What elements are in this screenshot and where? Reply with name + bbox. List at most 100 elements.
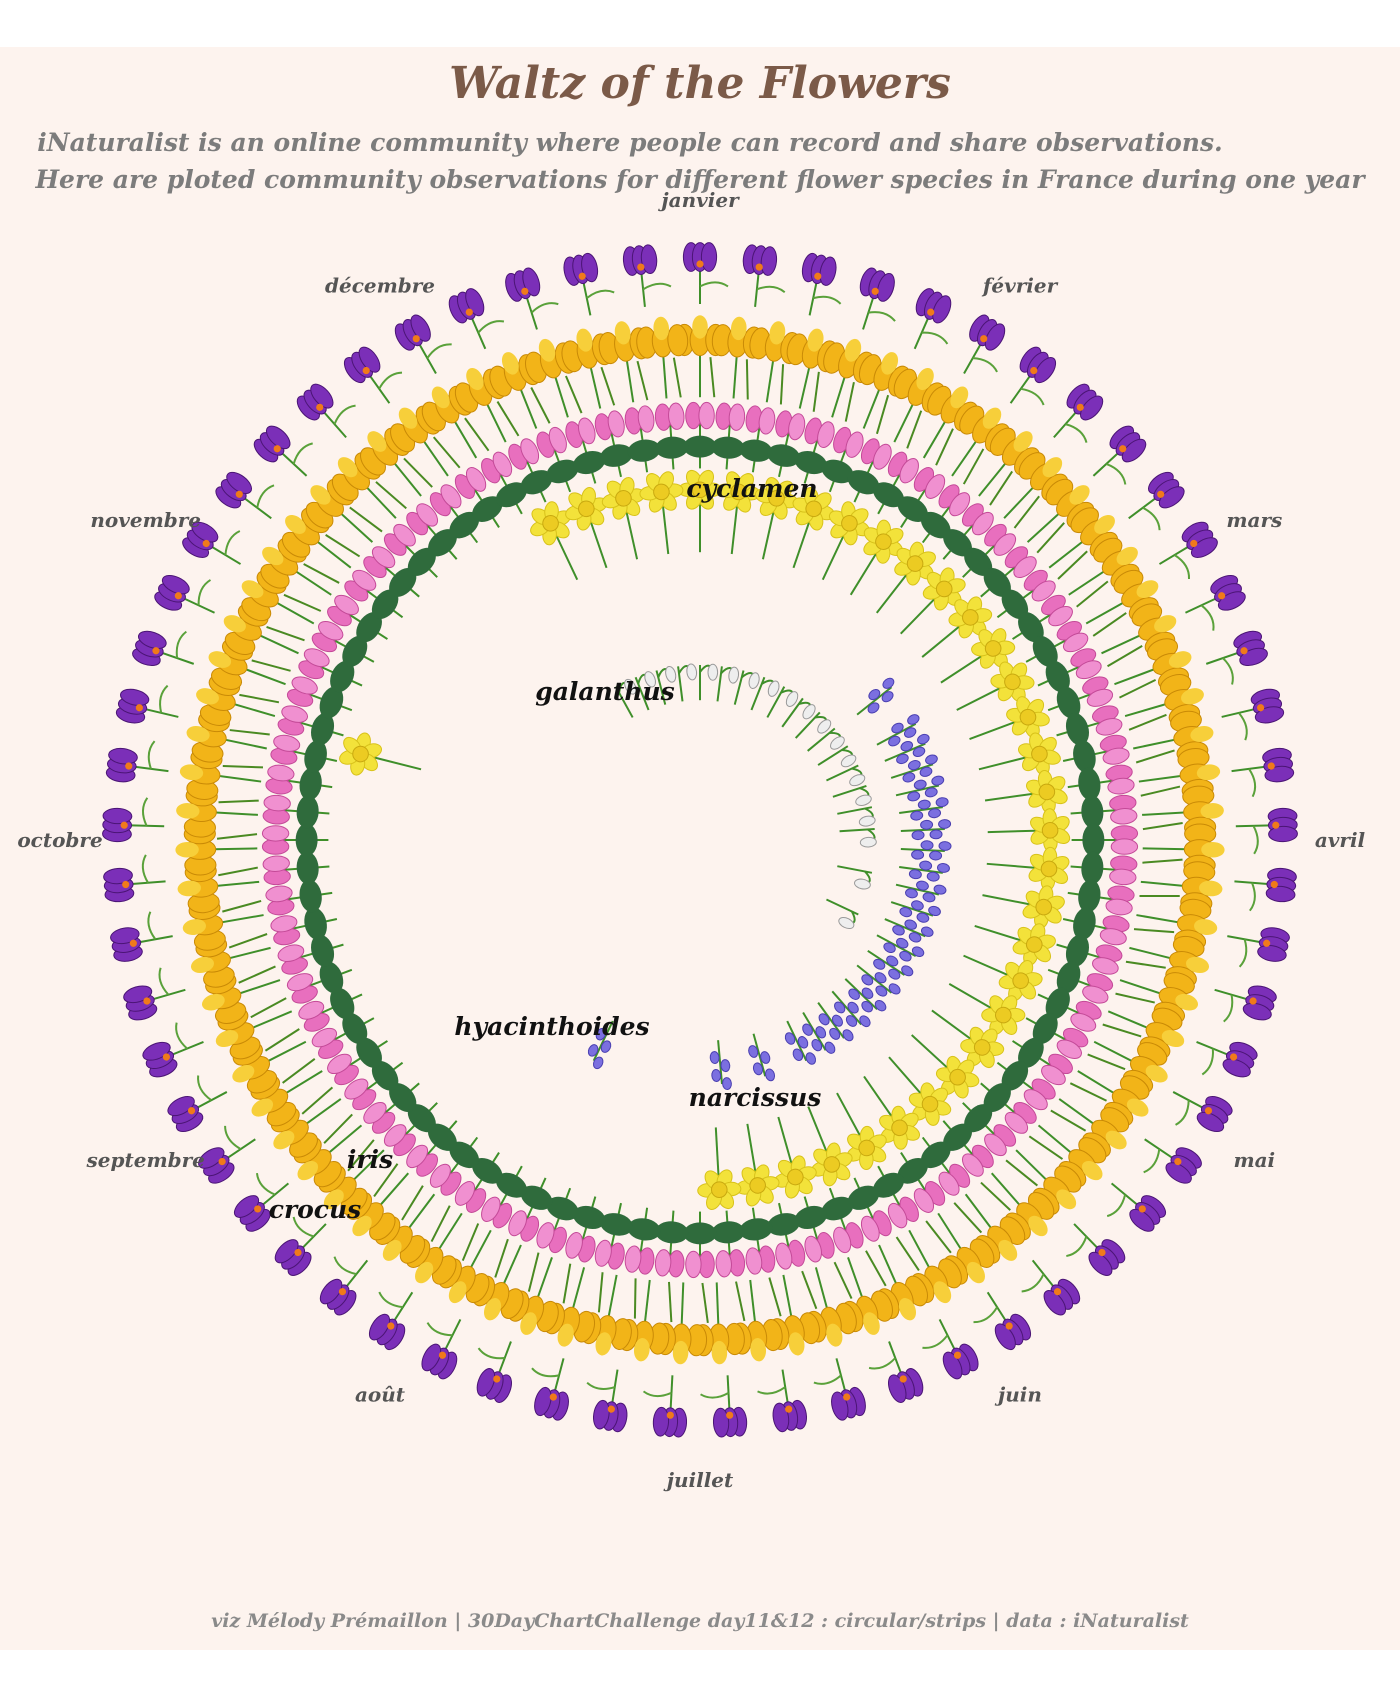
snowdrop-flower-icon xyxy=(766,686,799,718)
cyclamen-flower-icon xyxy=(270,734,338,773)
chart-subtitle-line-2: Here are ploted community observations f… xyxy=(35,165,1365,194)
snowdrop-flower-icon xyxy=(837,806,876,827)
month-label: avril xyxy=(1315,828,1366,852)
cyclamen-flower-icon xyxy=(739,1207,776,1275)
crocus-flower-icon xyxy=(642,1375,688,1438)
cyclamen-flower-icon xyxy=(980,546,1037,598)
crocus-flower-icon xyxy=(742,244,786,307)
cyclamen-flower-icon xyxy=(508,438,553,503)
month-label: août xyxy=(355,1382,406,1406)
cyclamen-flower-icon xyxy=(565,417,606,484)
month-label: octobre xyxy=(17,828,102,852)
cyclamen-flower-icon xyxy=(1037,648,1102,693)
crocus-flower-icon xyxy=(115,684,179,724)
cyclamen-flower-icon xyxy=(311,1013,375,1059)
narcissus-flower-icon xyxy=(735,1123,780,1207)
narcissus-flower-icon xyxy=(956,661,1035,711)
narcissus-flower-icon xyxy=(963,954,1043,1002)
crocus-flower-icon xyxy=(1205,630,1268,685)
bluebell-flower-icon xyxy=(899,797,949,821)
bluebell-flower-icon xyxy=(802,1012,836,1054)
narcissus-flower-icon xyxy=(982,885,1065,929)
cyclamen-flower-icon xyxy=(429,1136,480,1196)
species-label-hyacinthoides: hyacinthoides xyxy=(454,1012,649,1041)
snowdrop-flower-icon xyxy=(614,678,637,718)
iris-flower-icon xyxy=(201,965,281,1024)
cyclamen-flower-icon xyxy=(920,484,971,544)
crocus-flower-icon xyxy=(1185,574,1246,631)
bluebell-flower-icon xyxy=(844,978,887,1013)
bluebell-flower-icon xyxy=(900,840,952,861)
crocus-flower-icon xyxy=(1021,1259,1081,1316)
iris-flower-icon xyxy=(421,385,490,459)
bluebell-flower-icon xyxy=(876,934,925,962)
cyclamen-flower-icon xyxy=(327,594,388,643)
iris-flower-icon xyxy=(186,710,270,763)
chart-subtitle-line-1: iNaturalist is an online community where… xyxy=(37,128,1223,157)
cyclamen-flower-icon xyxy=(406,503,458,560)
cyclamen-flower-icon xyxy=(1070,851,1138,886)
cyclamen-flower-icon xyxy=(996,1060,1056,1111)
cyclamen-flower-icon xyxy=(265,764,333,801)
cyclamen-flower-icon xyxy=(298,648,363,693)
crocus-flower-icon xyxy=(1231,747,1295,798)
snowdrop-flower-icon xyxy=(634,671,656,711)
cyclamen-flower-icon xyxy=(794,1196,835,1263)
cyclamen-flower-icon xyxy=(624,1207,661,1275)
crocus-flower-icon xyxy=(1143,1138,1202,1184)
ring-cyclamen xyxy=(261,401,1139,1279)
cyclamen-flower-icon xyxy=(565,1196,606,1263)
crocus-flower-icon xyxy=(394,314,452,374)
snowdrop-flower-icon xyxy=(733,670,760,705)
cyclamen-flower-icon xyxy=(286,676,353,719)
crocus-flower-icon xyxy=(182,521,242,565)
cyclamen-flower-icon xyxy=(767,1202,806,1270)
crocus-flower-icon xyxy=(1066,1223,1126,1276)
cyclamen-flower-icon xyxy=(1067,764,1135,801)
narcissus-flower-icon xyxy=(697,1127,742,1210)
cyclamen-flower-icon xyxy=(683,1211,717,1279)
crocus-flower-icon xyxy=(198,1125,256,1184)
crocus-flower-icon xyxy=(253,425,313,477)
ring-hyacinthoides xyxy=(587,677,952,1091)
cyclamen-flower-icon xyxy=(897,467,946,528)
cyclamen-flower-icon xyxy=(1047,961,1114,1004)
ring-crocus xyxy=(102,242,1298,1438)
cyclamen-flower-icon xyxy=(1062,907,1130,946)
cyclamen-flower-icon xyxy=(311,621,375,667)
crocus-flower-icon xyxy=(1235,807,1298,855)
narcissus-flower-icon xyxy=(836,1092,887,1171)
cyclamen-flower-icon xyxy=(536,426,579,493)
crocus-flower-icon xyxy=(102,797,165,843)
ring-narcissus xyxy=(339,469,1071,1210)
cyclamen-flower-icon xyxy=(873,451,919,515)
bluebell-flower-icon xyxy=(748,1033,776,1082)
flower-rings xyxy=(102,242,1298,1438)
cyclamen-flower-icon xyxy=(711,402,746,470)
bluebell-flower-icon xyxy=(899,860,950,882)
crocus-flower-icon xyxy=(368,1291,414,1351)
cyclamen-flower-icon xyxy=(262,851,330,886)
narcissus-flower-icon xyxy=(677,469,723,553)
narcissus-flower-icon xyxy=(978,732,1061,776)
species-label-narcissus: narcissus xyxy=(689,1083,822,1112)
crocus-flower-icon xyxy=(622,244,672,307)
bluebell-flower-icon xyxy=(867,949,914,980)
cyclamen-flower-icon xyxy=(277,934,344,975)
iris-flower-icon xyxy=(232,1028,307,1094)
cyclamen-flower-icon xyxy=(481,451,527,515)
crocus-flower-icon xyxy=(963,314,1006,374)
ring-galanthus xyxy=(614,663,877,930)
crocus-flower-icon xyxy=(922,1319,979,1380)
iris-flower-icon xyxy=(617,1278,670,1362)
cyclamen-flower-icon xyxy=(821,1187,864,1254)
cyclamen-flower-icon xyxy=(277,705,344,746)
cyclamen-flower-icon xyxy=(847,1177,892,1242)
crocus-flower-icon xyxy=(1053,383,1104,443)
cyclamen-flower-icon xyxy=(1071,823,1139,857)
narcissus-flower-icon xyxy=(639,471,684,555)
month-label: septembre xyxy=(86,1148,205,1172)
narcissus-flower-icon xyxy=(888,1056,952,1126)
crocus-flower-icon xyxy=(154,574,215,614)
